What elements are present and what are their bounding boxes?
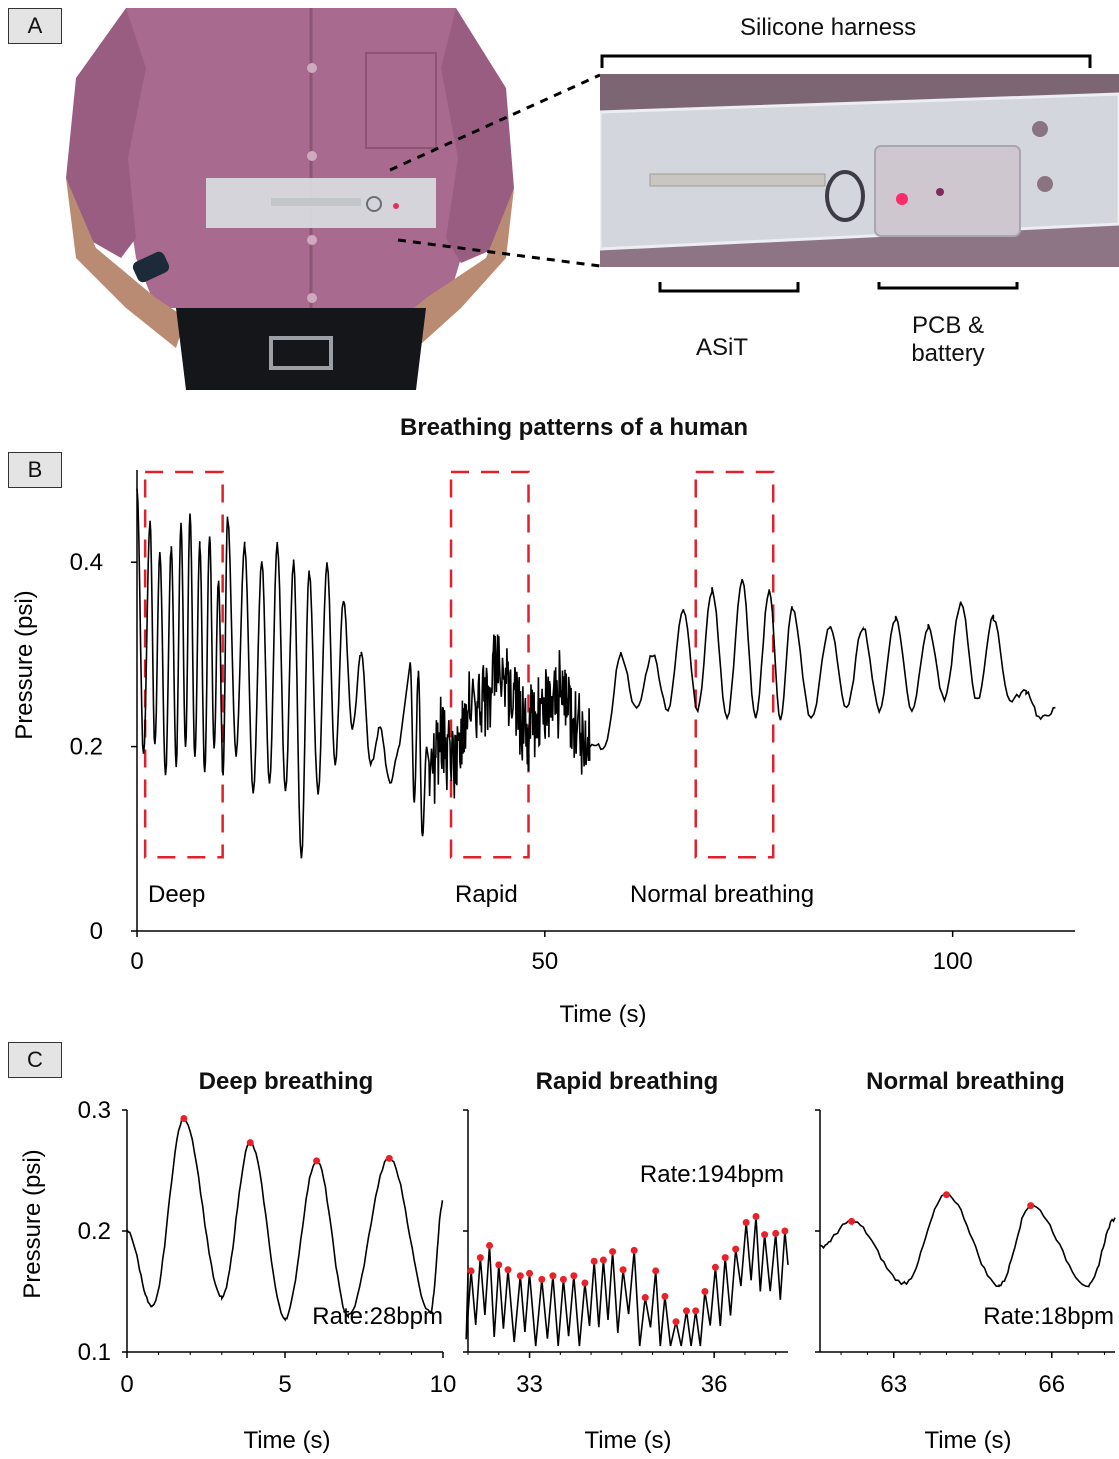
rapid-breathing-trace (465, 1216, 789, 1347)
peak-marker (619, 1266, 627, 1274)
c-y-tick-label: 0.1 (78, 1339, 111, 1366)
peak-marker (752, 1212, 760, 1220)
chart-c2-title: Rapid breathing (535, 1068, 719, 1095)
x-axis-label: Time (s) (559, 1001, 646, 1028)
pcb-bracket (877, 282, 1019, 290)
peak-marker (590, 1257, 598, 1265)
peak-marker (682, 1307, 690, 1315)
peak-marker (661, 1292, 669, 1300)
highlight-window (449, 470, 530, 859)
highlight-window (694, 470, 775, 859)
c-y-tick-label: 0.3 (78, 1097, 111, 1124)
peak-marker (504, 1266, 512, 1274)
harness-label: Silicone harness (740, 14, 917, 41)
peak-marker (559, 1275, 567, 1283)
annotation-normal: Normal breathing (630, 881, 814, 908)
y-tick-label: 0 (90, 918, 103, 945)
y-axis-label: Pressure (psi) (11, 590, 38, 739)
peak-marker (570, 1272, 578, 1280)
panel-label-b: B (8, 452, 62, 488)
peak-marker (599, 1256, 607, 1264)
peak-marker (581, 1279, 589, 1287)
peak-marker (538, 1275, 546, 1283)
peak-marker (313, 1157, 321, 1165)
peak-marker (630, 1246, 638, 1254)
c-x-tick-label: 63 (880, 1371, 907, 1398)
normal-breathing-trace (819, 1191, 1116, 1288)
peak-marker (742, 1219, 750, 1227)
pcb-label-line2: battery (911, 340, 985, 367)
peak-marker (672, 1318, 680, 1326)
c-x-tick-label: 10 (430, 1371, 457, 1398)
chart-b: 0 50 100 0 0.2 0.4 Pressure (psi) Time (s) De… (11, 470, 1075, 1028)
peak-marker (526, 1269, 534, 1277)
c2-rate-annotation: Rate:194bpm (640, 1161, 784, 1188)
peak-marker (246, 1139, 254, 1147)
peak-marker (701, 1288, 709, 1295)
peak-marker (385, 1154, 393, 1162)
peak-marker (1027, 1202, 1035, 1210)
c-x-tick-label: 33 (516, 1371, 543, 1398)
peak-marker (476, 1254, 484, 1262)
peak-marker (549, 1272, 557, 1280)
peak-marker (711, 1263, 719, 1271)
peak-marker (652, 1267, 660, 1275)
peak-marker (848, 1217, 856, 1225)
c-x-tick-label: 5 (278, 1371, 291, 1398)
peak-marker (180, 1114, 188, 1122)
peak-marker (732, 1245, 740, 1253)
peak-marker (467, 1267, 475, 1275)
c3-rate-annotation: Rate:18bpm (983, 1303, 1114, 1330)
peak-marker (641, 1294, 649, 1302)
panel-a-callouts (389, 54, 1092, 293)
peak-marker (781, 1227, 789, 1235)
c1-x-axis-label: Time (s) (243, 1427, 330, 1454)
x-tick-label: 0 (130, 948, 143, 975)
panel-label-a: A (8, 8, 62, 44)
chart-c1-title: Deep breathing (198, 1068, 374, 1095)
harness-closeup-photo (600, 74, 1119, 267)
asit-label: ASiT (696, 334, 749, 361)
asit-bracket (658, 282, 800, 293)
person-wearing-harness-photo (66, 8, 514, 390)
peak-marker (486, 1242, 494, 1250)
peak-marker (692, 1307, 700, 1315)
deep-breathing-trace (126, 1116, 444, 1322)
pressure-trace (136, 488, 1056, 859)
pcb-battery-label: PCB & battery (880, 312, 1016, 368)
chart-b-title: Breathing patterns of a human (400, 414, 749, 441)
c-x-tick-label: 36 (701, 1371, 728, 1398)
x-tick-label: 100 (933, 948, 973, 975)
peak-marker (761, 1231, 769, 1239)
harness-bracket (600, 54, 1092, 68)
zoom-line-top (389, 73, 601, 172)
c-x-tick-label: 66 (1038, 1371, 1065, 1398)
c-y-axis-label: Pressure (psi) (19, 1149, 46, 1298)
pcb-label-line1: PCB & (911, 312, 985, 339)
peak-marker (516, 1272, 524, 1280)
peak-marker (772, 1229, 780, 1237)
chart-c3-title: Normal breathing (866, 1068, 1065, 1095)
c-y-tick-label: 0.2 (78, 1218, 111, 1245)
x-tick-label: 50 (531, 948, 558, 975)
c-x-tick-label: 0 (120, 1371, 133, 1398)
highlight-window (143, 470, 224, 859)
panel-label-c: C (8, 1042, 62, 1078)
annotation-deep: Deep (148, 881, 205, 908)
c1-rate-annotation: Rate:28bpm (312, 1303, 443, 1330)
peak-marker (721, 1254, 729, 1262)
peak-marker (609, 1248, 617, 1256)
zoom-line-bottom (397, 238, 601, 268)
c2-x-axis-label: Time (s) (584, 1427, 671, 1454)
c3-x-axis-label: Time (s) (924, 1427, 1011, 1454)
peak-marker (495, 1261, 503, 1269)
chart-c: 0.1 0.2 0.3 0 5 10 33 36 63 66 Pressure (psi) Tim… (19, 1097, 1116, 1454)
y-tick-label: 0.2 (70, 734, 103, 761)
y-tick-label: 0.4 (70, 549, 103, 576)
annotation-rapid: Rapid (455, 881, 518, 908)
peak-marker (942, 1191, 950, 1199)
